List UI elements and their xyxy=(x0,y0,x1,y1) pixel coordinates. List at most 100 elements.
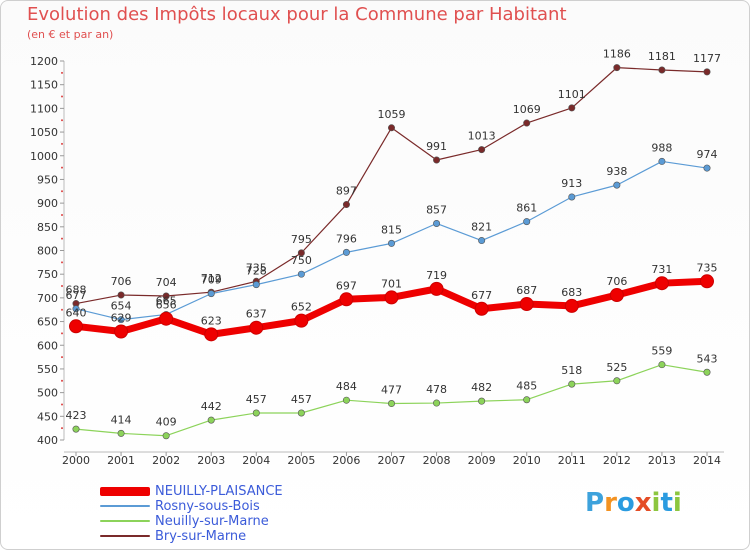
y-minor-tick xyxy=(61,285,63,288)
data-point xyxy=(658,66,666,74)
legend-swatch xyxy=(100,505,150,507)
data-point xyxy=(117,429,125,437)
y-tick-label: 1000 xyxy=(30,150,58,163)
data-label: 688 xyxy=(66,284,87,297)
data-label: 1186 xyxy=(603,48,631,61)
data-point xyxy=(523,218,531,226)
y-minor-tick xyxy=(61,190,63,193)
y-tick-label: 900 xyxy=(37,197,58,210)
y-minor-tick xyxy=(61,237,63,240)
data-point xyxy=(658,157,666,165)
data-label: 796 xyxy=(336,232,357,245)
y-minor-tick xyxy=(61,95,63,98)
data-point xyxy=(387,400,395,408)
y-minor-tick xyxy=(61,403,63,406)
series-line-Bry-sur-Marne xyxy=(75,67,708,305)
data-point xyxy=(568,193,576,201)
x-tick-label: 2005 xyxy=(287,454,315,467)
data-label: 409 xyxy=(156,416,177,429)
y-minor-tick xyxy=(61,71,63,74)
data-point xyxy=(162,432,170,440)
data-label: 1013 xyxy=(468,130,496,143)
legend-label: Bry-sur-Marne xyxy=(155,529,247,544)
y-tick-label: 400 xyxy=(37,434,58,447)
data-point xyxy=(703,368,711,376)
data-point xyxy=(523,119,531,127)
data-point xyxy=(72,425,80,433)
data-point xyxy=(252,281,260,289)
data-point xyxy=(114,324,129,339)
data-label: 423 xyxy=(66,409,87,422)
data-point xyxy=(568,104,576,112)
y-minor-tick xyxy=(61,356,63,359)
x-tick-label: 2008 xyxy=(423,454,451,467)
chart-title: Evolution des Impôts locaux pour la Comm… xyxy=(27,4,567,25)
data-point xyxy=(523,396,531,404)
legend-swatch xyxy=(100,487,150,496)
data-label: 795 xyxy=(291,233,312,246)
logo-letter: i xyxy=(651,488,661,518)
x-tick-label: 2007 xyxy=(378,454,406,467)
data-point xyxy=(342,248,350,256)
data-label: 414 xyxy=(111,413,132,426)
y-minor-tick xyxy=(61,261,63,264)
data-point xyxy=(252,409,260,417)
x-tick-label: 2011 xyxy=(558,454,586,467)
data-point xyxy=(207,416,215,424)
y-tick-label: 1050 xyxy=(30,126,58,139)
legend-swatch xyxy=(100,535,150,537)
data-label: 1059 xyxy=(378,108,406,121)
data-point xyxy=(613,181,621,189)
y-tick-label: 850 xyxy=(37,221,58,234)
data-label: 484 xyxy=(336,380,357,393)
data-point xyxy=(387,124,395,132)
data-point xyxy=(429,281,444,296)
data-point xyxy=(703,68,711,76)
data-label: 712 xyxy=(201,272,222,285)
data-label: 637 xyxy=(246,308,267,321)
data-point xyxy=(384,290,399,305)
data-label: 485 xyxy=(516,380,537,393)
data-label: 683 xyxy=(561,286,582,299)
data-point xyxy=(117,291,125,299)
data-label: 857 xyxy=(426,203,447,216)
data-point xyxy=(700,274,714,289)
x-tick-label: 2001 xyxy=(107,454,135,467)
y-tick-label: 1100 xyxy=(30,102,58,115)
data-label: 988 xyxy=(651,141,672,154)
data-label: 687 xyxy=(516,284,537,297)
data-label: 559 xyxy=(651,345,672,358)
x-tick-label: 2014 xyxy=(693,454,721,467)
y-minor-tick xyxy=(61,142,63,145)
y-tick-label: 800 xyxy=(37,245,58,258)
data-point xyxy=(658,361,666,369)
y-tick-label: 600 xyxy=(37,339,58,352)
data-label: 706 xyxy=(606,275,627,288)
y-tick-label: 1200 xyxy=(30,55,58,68)
y-tick-label: 450 xyxy=(37,410,58,423)
data-label: 478 xyxy=(426,383,447,396)
data-label: 477 xyxy=(381,384,402,397)
data-label: 719 xyxy=(426,269,447,282)
data-label: 913 xyxy=(561,177,582,190)
data-label: 518 xyxy=(561,364,582,377)
data-label: 457 xyxy=(246,393,267,406)
data-label: 938 xyxy=(606,165,627,178)
data-label: 652 xyxy=(291,301,312,314)
data-label: 991 xyxy=(426,140,447,153)
data-point xyxy=(342,396,350,404)
logo-letter: t xyxy=(660,488,673,518)
data-point xyxy=(342,201,350,209)
y-minor-tick xyxy=(61,119,63,122)
data-point xyxy=(69,319,83,334)
data-label: 677 xyxy=(471,289,492,302)
data-label: 1177 xyxy=(693,52,721,65)
data-label: 665 xyxy=(156,294,177,307)
data-point xyxy=(478,397,486,405)
legend-label: Rosny-sous-Bois xyxy=(155,499,260,514)
data-label: 1101 xyxy=(558,88,586,101)
legend-label: Neuilly-sur-Marne xyxy=(155,514,269,529)
data-label: 457 xyxy=(291,393,312,406)
data-point xyxy=(474,301,489,316)
